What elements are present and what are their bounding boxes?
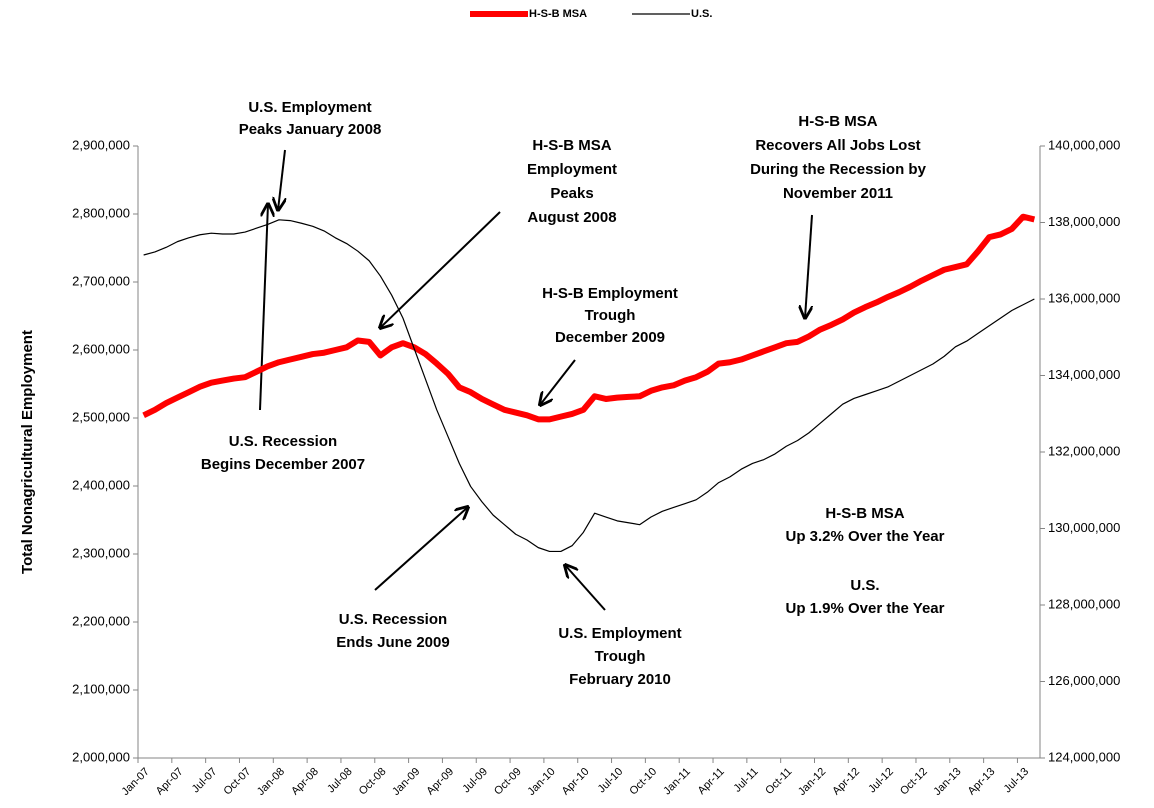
y-tick-label: 2,200,000 <box>72 613 130 628</box>
annotation: August 2008 <box>527 209 616 226</box>
x-tick-label: Jul-10 <box>596 766 626 796</box>
series-line <box>143 219 1035 553</box>
x-tick-label: Jul-07 <box>190 766 220 796</box>
x-tick-label: Jan-07 <box>120 766 152 798</box>
y-tick-label: 2,700,000 <box>72 273 130 288</box>
annotation: Ends June 2009 <box>336 634 449 651</box>
annotation: Begins December 2007 <box>201 456 365 473</box>
x-tick-label: Jan-10 <box>525 766 557 798</box>
y2-tick-label: 130,000,000 <box>1048 520 1120 535</box>
annotation: H-S-B MSA <box>532 137 611 154</box>
x-tick-label: Jul-09 <box>460 766 490 796</box>
arrow <box>565 565 606 611</box>
y2-tick-label: 128,000,000 <box>1048 596 1120 611</box>
annotation: Peaks January 2008 <box>239 121 382 138</box>
annotation: Up 3.2% Over the Year <box>786 528 945 545</box>
y2-tick-label: 126,000,000 <box>1048 673 1120 688</box>
x-tick-label: Jul-13 <box>1002 766 1032 796</box>
arrow <box>278 149 285 210</box>
x-tick-label: Apr-12 <box>830 766 862 798</box>
annotation: U.S. Recession <box>339 611 447 628</box>
x-tick-label: Jan-09 <box>390 766 422 798</box>
y-tick-label: 2,500,000 <box>72 409 130 424</box>
annotation: During the Recession by <box>750 161 927 178</box>
x-tick-label: Oct-08 <box>357 766 389 798</box>
y-tick-label: 2,100,000 <box>72 681 130 696</box>
x-tick-label: Jul-11 <box>732 766 761 795</box>
y2-tick-label: 138,000,000 <box>1048 214 1120 229</box>
x-tick-label: Apr-07 <box>154 766 186 798</box>
x-tick-label: Jul-12 <box>866 766 896 796</box>
x-tick-label: Apr-09 <box>424 766 456 798</box>
y-tick-label: 2,300,000 <box>72 545 130 560</box>
annotation: Up 1.9% Over the Year <box>786 600 945 617</box>
arrow <box>540 359 576 405</box>
x-tick-label: Jan-11 <box>661 766 693 798</box>
x-tick-label: Oct-07 <box>221 766 253 798</box>
annotation: Trough <box>585 307 636 324</box>
y-axis-title: Total Nonagricultural Employment <box>19 330 36 574</box>
x-tick-label: Oct-12 <box>898 766 930 798</box>
legend-label: U.S. <box>691 8 712 20</box>
annotation: Trough <box>595 648 646 665</box>
y2-tick-label: 136,000,000 <box>1048 290 1120 305</box>
x-tick-label: Jan-13 <box>931 766 963 798</box>
y-tick-label: 2,600,000 <box>72 341 130 356</box>
annotation: H-S-B MSA <box>798 113 877 130</box>
annotation: U.S. Recession <box>229 433 337 450</box>
annotation: H-S-B Employment <box>542 285 678 302</box>
x-tick-label: Apr-08 <box>289 766 321 798</box>
x-tick-label: Apr-13 <box>966 766 998 798</box>
y2-tick-label: 140,000,000 <box>1048 137 1120 152</box>
x-tick-label: Jan-12 <box>796 766 828 798</box>
annotation: U.S. Employment <box>248 99 371 116</box>
annotation: Recovers All Jobs Lost <box>755 137 920 154</box>
y-tick-label: 2,000,000 <box>72 749 130 764</box>
annotation: H-S-B MSA <box>825 505 904 522</box>
x-tick-label: Apr-10 <box>560 766 592 798</box>
y-tick-label: 2,400,000 <box>72 477 130 492</box>
annotation: December 2009 <box>555 329 665 346</box>
legend-label: H-S-B MSA <box>529 8 587 20</box>
arrow <box>805 214 813 318</box>
series-line <box>142 213 1036 423</box>
x-tick-label: Oct-09 <box>492 766 524 798</box>
annotation: U.S. <box>850 577 879 594</box>
x-tick-label: Oct-10 <box>627 766 659 798</box>
arrow <box>380 211 501 328</box>
x-tick-label: Apr-11 <box>696 766 727 797</box>
arrow <box>259 204 268 411</box>
x-tick-label: Oct-11 <box>763 766 794 797</box>
annotation: November 2011 <box>783 185 893 202</box>
y2-tick-label: 124,000,000 <box>1048 749 1120 764</box>
y2-tick-label: 134,000,000 <box>1048 367 1120 382</box>
arrow <box>374 507 468 591</box>
annotation: Peaks <box>550 185 593 202</box>
y2-tick-label: 132,000,000 <box>1048 443 1120 458</box>
annotation: U.S. Employment <box>558 625 681 642</box>
y-tick-label: 2,900,000 <box>72 137 130 152</box>
arrows <box>259 149 813 611</box>
x-tick-label: Jan-08 <box>255 766 287 798</box>
x-tick-label: Jul-08 <box>325 766 355 796</box>
annotation: Employment <box>527 161 617 178</box>
y-tick-label: 2,800,000 <box>72 205 130 220</box>
annotation: February 2010 <box>569 671 671 688</box>
